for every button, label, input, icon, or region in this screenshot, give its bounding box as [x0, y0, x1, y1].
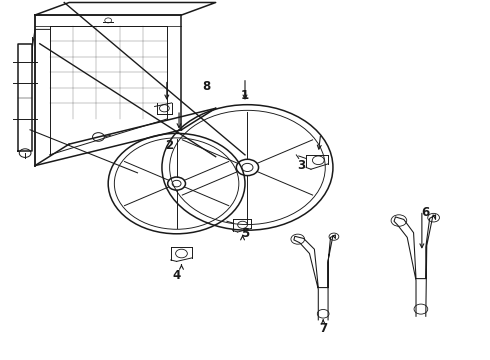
Text: 2: 2: [165, 139, 173, 152]
Text: 1: 1: [241, 89, 249, 102]
Text: 7: 7: [319, 322, 327, 335]
Text: 4: 4: [172, 269, 181, 282]
Text: 6: 6: [422, 206, 430, 219]
Text: 3: 3: [297, 159, 305, 172]
Text: 8: 8: [202, 80, 210, 93]
Text: 5: 5: [241, 227, 249, 240]
